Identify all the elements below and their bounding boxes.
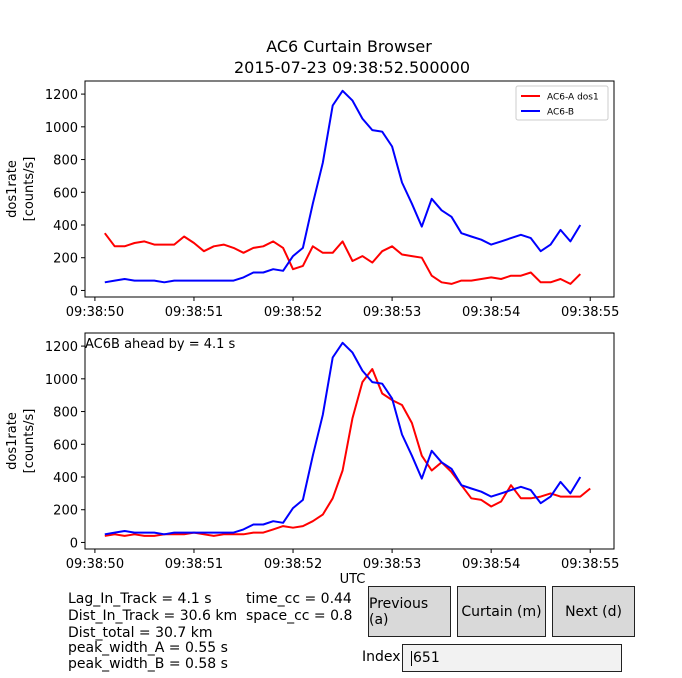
y-tick-label: 600 — [53, 186, 78, 201]
plot-frame — [84, 80, 615, 298]
figure-subtitle: 2015-07-23 09:38:52.500000 — [234, 58, 470, 77]
y-tick-label: 800 — [53, 154, 78, 169]
y-tick-label: 1200 — [45, 340, 78, 355]
legend-label: AC6-A dos1 — [547, 93, 599, 103]
stat-time-cc: time_cc = 0.44 — [246, 591, 352, 607]
stat-peak-width-a: peak_width_A = 0.55 s — [68, 640, 228, 656]
x-tick-label: 09:38:51 — [165, 557, 223, 572]
y-tick-label: 200 — [53, 252, 78, 267]
y-tick-label: 400 — [53, 471, 78, 486]
y-axis-label: dos1rate — [5, 412, 20, 470]
y-axis-label: [counts/s] — [22, 409, 37, 474]
x-tick-label: 09:38:54 — [462, 557, 520, 572]
index-input[interactable]: 651 — [402, 644, 622, 672]
y-axis-label: dos1rate — [5, 160, 20, 218]
index-value: 651 — [413, 650, 440, 666]
x-tick-label: 09:38:52 — [264, 305, 322, 320]
bottom-plot: 0 200 400 600 800 1000 1200 09:38:50 09:38:51 09:… — [5, 332, 619, 587]
x-tick-label: 09:38:55 — [561, 305, 619, 320]
legend-label: AC6-B — [547, 108, 574, 118]
y-tick-label: 800 — [53, 406, 78, 421]
next-button[interactable]: Next (d) — [552, 586, 635, 637]
figure-title: AC6 Curtain Browser — [266, 37, 432, 56]
x-tick-label: 09:38:54 — [462, 305, 520, 320]
x-tick-label: 09:38:50 — [66, 305, 124, 320]
text-cursor — [411, 650, 412, 666]
curtain-button[interactable]: Curtain (m) — [457, 586, 546, 637]
y-tick-label: 0 — [70, 284, 78, 299]
lag-annotation: AC6B ahead by = 4.1 s — [85, 337, 236, 352]
legend: AC6-A dos1 AC6-B — [515, 85, 609, 121]
y-tick-label: 600 — [53, 438, 78, 453]
x-tick-label: 09:38:51 — [165, 305, 223, 320]
x-tick-label: 09:38:53 — [363, 557, 421, 572]
series-line-ac6b — [104, 341, 582, 536]
index-label: Index — [362, 649, 401, 665]
x-tick-label: 09:38:50 — [66, 557, 124, 572]
stat-lag-in-track: Lag_In_Track = 4.1 s — [68, 591, 212, 607]
y-tick-label: 200 — [53, 504, 78, 519]
series-line-ac6a — [104, 232, 582, 285]
series-line-ac6b — [104, 89, 582, 284]
y-axis-label: [counts/s] — [22, 157, 37, 222]
plot-frame — [84, 332, 615, 550]
stat-dist-in-track: Dist_In_Track = 30.6 km — [68, 608, 238, 624]
top-plot: 0 200 400 600 800 1000 1200 09:38:50 09:38:51 09:… — [5, 80, 619, 320]
stat-dist-total: Dist_total = 30.7 km — [68, 625, 213, 641]
y-tick-label: 400 — [53, 219, 78, 234]
x-tick-label: 09:38:55 — [561, 557, 619, 572]
y-tick-label: 1200 — [45, 88, 78, 103]
y-tick-label: 1000 — [45, 373, 78, 388]
stat-space-cc: space_cc = 0.8 — [246, 608, 353, 624]
previous-button[interactable]: Previous (a) — [368, 586, 451, 637]
stat-peak-width-b: peak_width_B = 0.58 s — [68, 656, 228, 672]
x-tick-label: 09:38:53 — [363, 305, 421, 320]
y-tick-label: 1000 — [45, 121, 78, 136]
x-axis-label: UTC — [340, 572, 366, 587]
series-line-ac6a — [104, 368, 591, 537]
y-tick-label: 0 — [70, 536, 78, 551]
x-tick-label: 09:38:52 — [264, 557, 322, 572]
